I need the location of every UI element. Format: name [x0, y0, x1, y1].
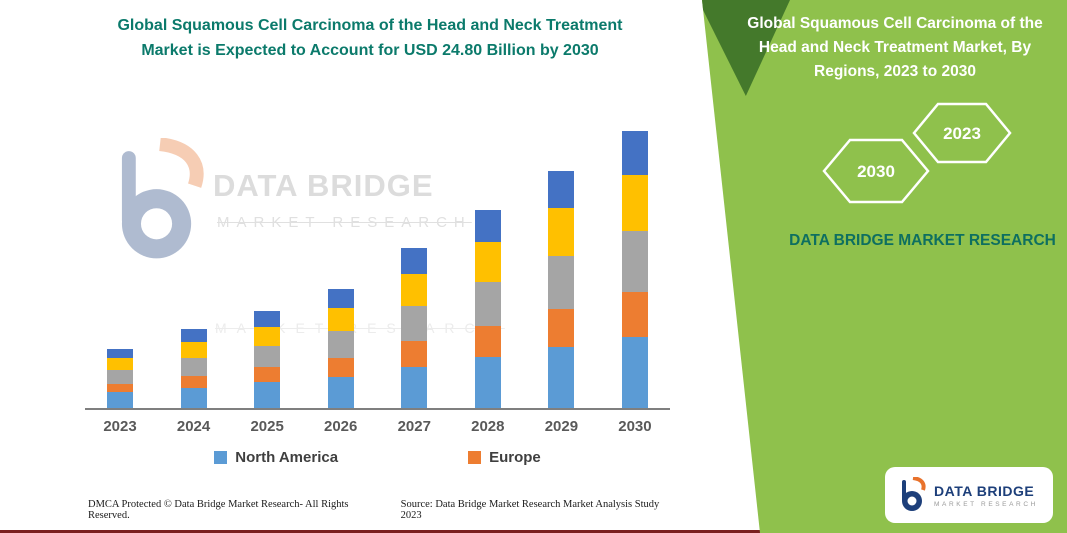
x-axis-label: 2028 — [471, 418, 505, 435]
x-axis-label: 2023 — [103, 418, 137, 435]
bar-segment — [621, 292, 648, 337]
bar-segment — [401, 366, 428, 408]
bar-segment — [107, 383, 133, 393]
x-axis-labels: 2023 2024 2025 2026 2027 2028 2029 2030 — [85, 418, 670, 435]
bar-2023 — [107, 348, 133, 408]
page-title-text: Global Squamous Cell Carcinoma of the He… — [117, 17, 623, 59]
bar-segment — [107, 348, 133, 358]
bar-segment — [107, 357, 133, 371]
watermark-text-1: DATA BRIDGE — [213, 168, 434, 203]
brand-text: DATA BRIDGE MARKET RESEARCH — [789, 232, 1056, 249]
bar-2025 — [254, 310, 281, 408]
bar-segment — [548, 170, 575, 209]
bar-segment — [548, 208, 575, 257]
bar-segment — [401, 341, 428, 367]
bar-segment — [180, 387, 207, 408]
hexagon-year-2023: 2023 — [943, 124, 981, 143]
x-axis-label: 2025 — [250, 418, 284, 435]
bar-segment — [474, 209, 501, 242]
bar-2029 — [548, 170, 575, 408]
data-bridge-logo-icon — [902, 477, 926, 511]
chart-legend: North America Europe — [85, 449, 670, 466]
hexagon-year-2030: 2030 — [857, 162, 895, 181]
bar-2026 — [327, 288, 354, 408]
bar-segment — [548, 346, 575, 408]
bar-segment — [180, 342, 207, 358]
bar-segment — [474, 325, 501, 357]
footer-dmca-text: DMCA Protected © Data Bridge Market Rese… — [88, 499, 349, 521]
bar-segment — [327, 331, 354, 358]
bar-segment — [327, 307, 354, 332]
legend-item-europe: Europe — [468, 449, 541, 466]
logo-texts: DATA BRIDGE MARKET RESEARCH — [934, 483, 1038, 508]
bar-segment — [254, 345, 281, 367]
bar-segment — [621, 131, 648, 175]
bar-2024 — [180, 328, 207, 408]
bar-segment — [548, 256, 575, 309]
legend-swatch-europe — [468, 451, 482, 464]
bar-segment — [107, 370, 133, 384]
bar-segment — [180, 328, 207, 343]
x-axis-label: 2029 — [544, 418, 579, 435]
bottom-accent-line — [0, 530, 1067, 533]
bar-segment — [327, 357, 354, 377]
watermark-text-2: MARKET RESEARCH — [217, 214, 472, 231]
page-title: Global Squamous Cell Carcinoma of the He… — [55, 14, 685, 64]
bar-segment — [401, 248, 428, 275]
bar-segment — [621, 174, 648, 231]
bar-segment — [254, 310, 281, 327]
bar-segment — [107, 392, 133, 408]
x-axis-label: 2026 — [324, 418, 358, 435]
legend-swatch-north-america — [214, 451, 228, 464]
legend-label: Europe — [489, 449, 541, 466]
bar-2027 — [401, 248, 428, 408]
footer: DMCA Protected © Data Bridge Market Rese… — [88, 499, 678, 521]
bar-segment — [474, 282, 501, 326]
bar-2030 — [621, 131, 648, 408]
bar-segment — [254, 326, 281, 346]
bar-segment — [254, 382, 281, 408]
bar-segment — [474, 356, 501, 408]
hexagon-badges: 2030 2023 — [822, 102, 1012, 204]
bar-segment — [180, 357, 207, 376]
bar-segment — [401, 306, 428, 342]
bar-segment — [254, 366, 281, 383]
panel-title: Global Squamous Cell Carcinoma of the He… — [747, 15, 1043, 81]
bar-segment — [401, 274, 428, 307]
watermark-logo-icon — [121, 138, 204, 259]
x-axis-label: 2024 — [176, 418, 211, 435]
logo-name: DATA BRIDGE — [934, 482, 1035, 499]
x-axis-label: 2027 — [397, 418, 431, 435]
plot-area — [85, 118, 670, 410]
chart: DATA BRIDGE MARKET RESEARCH MARKET RESEA… — [85, 118, 670, 466]
bar-segment — [474, 241, 501, 283]
bar-segment — [327, 376, 354, 408]
bar-segment — [621, 230, 648, 293]
x-axis-label: 2030 — [618, 418, 652, 435]
logo-card: DATA BRIDGE MARKET RESEARCH — [885, 467, 1053, 523]
bar-segment — [180, 375, 207, 388]
legend-item-north-america: North America — [214, 449, 338, 466]
bar-segment — [548, 308, 575, 347]
footer-source-text: Source: Data Bridge Market Research Mark… — [400, 499, 660, 521]
legend-label: North America — [235, 449, 339, 466]
bar-segment — [327, 288, 354, 308]
bar-segment — [621, 336, 648, 408]
right-panel: Global Squamous Cell Carcinoma of the He… — [702, 0, 1067, 533]
logo-tagline: MARKET RESEARCH — [934, 500, 1038, 508]
bar-2028 — [474, 209, 501, 408]
